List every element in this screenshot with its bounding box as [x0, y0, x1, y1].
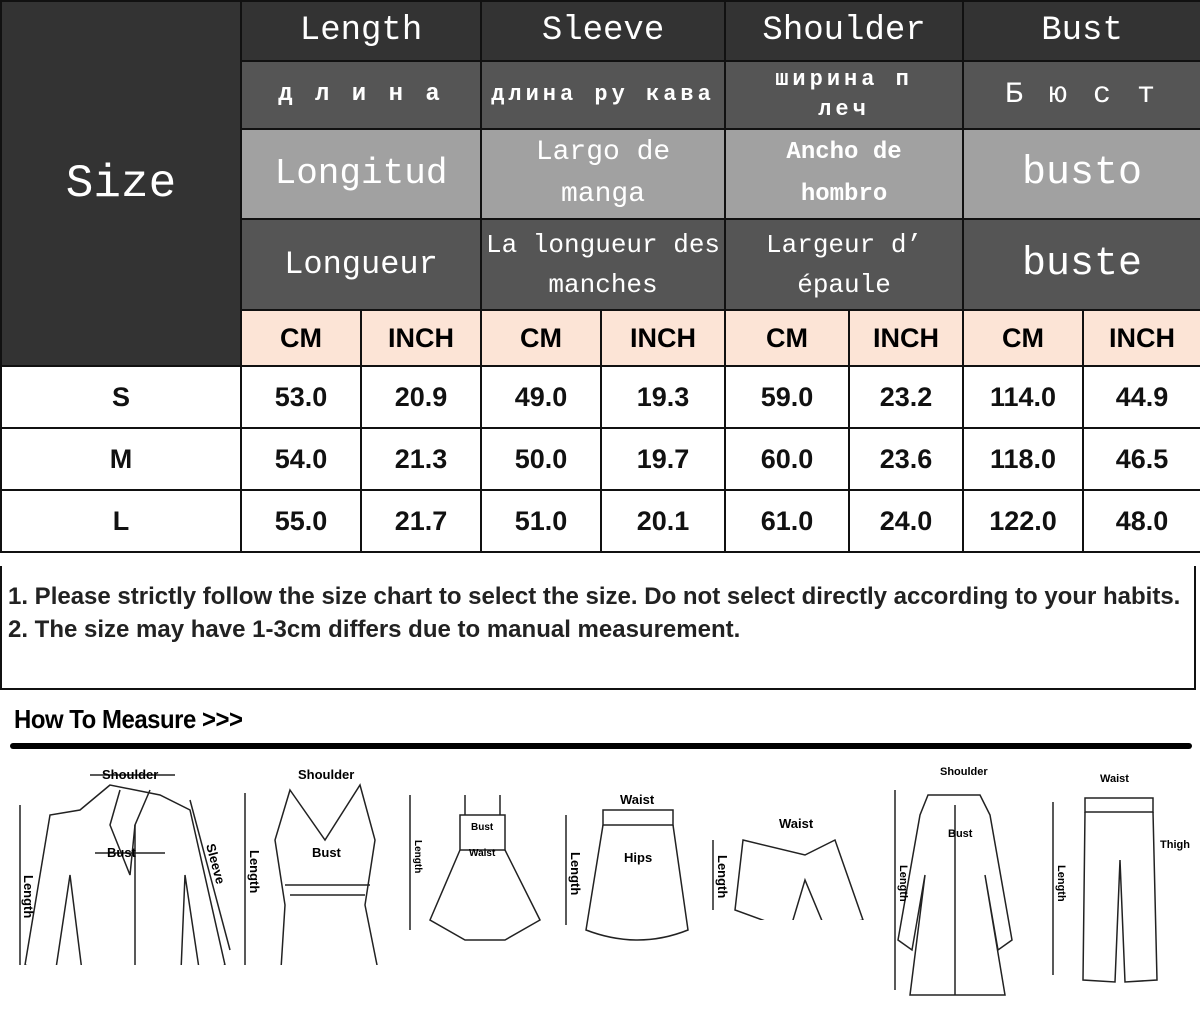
header-row-french: Longueur La longueur des manches Largeur… [1, 218, 1200, 311]
header-row-russian: д л и н а длина ру кава ширина п леч Б ю… [1, 60, 1200, 130]
unit-cm: CM [962, 309, 1085, 367]
label-shoulder: Shoulder [298, 767, 354, 782]
header-bust-ru: Б ю с т [962, 60, 1200, 130]
measurement-cell: 54.0 [240, 427, 362, 491]
vest-diagram: Shoulder Bust Length [244, 767, 378, 965]
measurement-cell: 50.0 [480, 427, 603, 491]
measurement-cell: 21.7 [359, 489, 483, 553]
header-bust: Bust [962, 0, 1200, 62]
header-row-spanish: Longitud Largo de manga Ancho de hombro … [1, 128, 1200, 220]
unit-cm: CM [480, 309, 603, 367]
size-rows: S 53.0 20.9 49.0 19.3 59.0 23.2 114.0 44.9 M 54.0 2… [0, 365, 1200, 553]
header-length-fr: Longueur [239, 218, 483, 311]
unit-cm: CM [240, 309, 362, 367]
label-bust: Bust [471, 822, 494, 833]
note-2: 2. The size may have 1-3cm differs due t… [8, 616, 741, 643]
note-1: 1. Please strictly follow the size chart… [8, 583, 1181, 610]
header-sleeve-fr: La longueur des manches [480, 218, 727, 311]
measurement-cell: 118.0 [962, 427, 1085, 491]
label-bust: Bust [312, 845, 342, 860]
blouse-diagram: Shoulder Bust Length Sleeve [19, 767, 231, 965]
label-hips: Hips [624, 850, 652, 865]
label-length: Length [412, 840, 423, 873]
unit-inch: INCH [600, 309, 727, 367]
measurement-cell: 44.9 [1082, 365, 1200, 429]
label-length: Length [1055, 865, 1067, 902]
section-divider [10, 743, 1192, 749]
label-length: Length [715, 855, 730, 898]
label-length: Length [21, 875, 36, 918]
header-sleeve: Sleeve [480, 0, 727, 62]
header-length-es: Longitud [239, 128, 483, 220]
measurement-cell: 19.3 [600, 365, 727, 429]
size-row-m: M 54.0 21.3 50.0 19.7 60.0 23.6 118.0 46.5 [0, 427, 1200, 491]
size-label: S [0, 365, 242, 429]
measurement-cell: 46.5 [1082, 427, 1200, 491]
coat-diagram: Shoulder Bust Length [894, 766, 1013, 996]
size-chart-table: Size Length Sleeve Shoulder Bust д л и н… [0, 0, 1200, 553]
dress-diagram: Bust Waist Length [409, 795, 541, 941]
header-shoulder-es: Ancho de hombro [724, 128, 965, 220]
measurement-cell: 48.0 [1082, 489, 1200, 553]
size-row-s: S 53.0 20.9 49.0 19.3 59.0 23.2 114.0 44.9 [0, 365, 1200, 429]
header-shoulder-fr: Largeur d’ épaule [724, 218, 965, 311]
measurement-cell: 114.0 [962, 365, 1085, 429]
skirt-diagram: Waist Hips Length [565, 792, 689, 941]
measurement-cell: 23.6 [848, 427, 965, 491]
measurement-cell: 51.0 [480, 489, 603, 553]
unit-inch: INCH [848, 309, 965, 367]
header-shoulder-ru: ширина п леч [724, 60, 965, 130]
label-length: Length [897, 865, 909, 902]
how-to-measure-title: How To Measure >>> [14, 704, 243, 734]
size-row-l: L 55.0 21.7 51.0 20.1 61.0 24.0 122.0 48.0 [0, 489, 1200, 553]
measurement-cell: 122.0 [962, 489, 1085, 553]
header-row-english: Size Length Sleeve Shoulder Bust [0, 0, 1200, 367]
label-length: Length [247, 850, 262, 893]
label-waist: Waist [1100, 773, 1129, 785]
size-label: L [0, 489, 242, 553]
size-label: M [0, 427, 242, 491]
header-bust-fr: buste [962, 218, 1200, 311]
measurement-cell: 19.7 [600, 427, 727, 491]
header-sleeve-es: Largo de manga [480, 128, 727, 220]
label-shoulder: Shoulder [102, 767, 158, 782]
header-length: Length [239, 0, 483, 62]
measurement-cell: 23.2 [848, 365, 965, 429]
measurement-cell: 49.0 [480, 365, 603, 429]
unit-cm: CM [724, 309, 851, 367]
measurement-cell: 20.9 [359, 365, 483, 429]
label-waist: Waist [469, 848, 496, 859]
shorts-diagram: Waist Length [712, 816, 864, 920]
label-waist: Waist [620, 792, 655, 807]
measurement-cell: 61.0 [724, 489, 851, 553]
label-length: Length [568, 852, 583, 895]
unit-inch: INCH [1082, 309, 1200, 367]
measurement-cell: 53.0 [240, 365, 362, 429]
pants-diagram: Waist Thigh Length [1052, 773, 1190, 983]
measurement-cell: 55.0 [240, 489, 362, 553]
label-bust: Bust [948, 828, 973, 840]
size-notes: 1. Please strictly follow the size chart… [0, 566, 1196, 690]
measurement-cell: 20.1 [600, 489, 727, 553]
measurement-cell: 21.3 [359, 427, 483, 491]
header-sleeve-ru: длина ру кава [480, 60, 727, 130]
header-bust-es: busto [962, 128, 1200, 220]
label-bust: Bust [107, 845, 137, 860]
header-shoulder: Shoulder [724, 0, 965, 62]
label-thigh: Thigh [1160, 839, 1190, 851]
measurement-cell: 59.0 [724, 365, 851, 429]
header-length-ru: д л и н а [239, 60, 483, 130]
label-shoulder: Shoulder [940, 766, 988, 778]
unit-row: CM INCH CM INCH CM INCH CM INCH [1, 309, 1200, 367]
size-header: Size [0, 0, 242, 367]
label-waist: Waist [779, 816, 814, 831]
measurement-cell: 24.0 [848, 489, 965, 553]
unit-inch: INCH [359, 309, 483, 367]
measurement-cell: 60.0 [724, 427, 851, 491]
